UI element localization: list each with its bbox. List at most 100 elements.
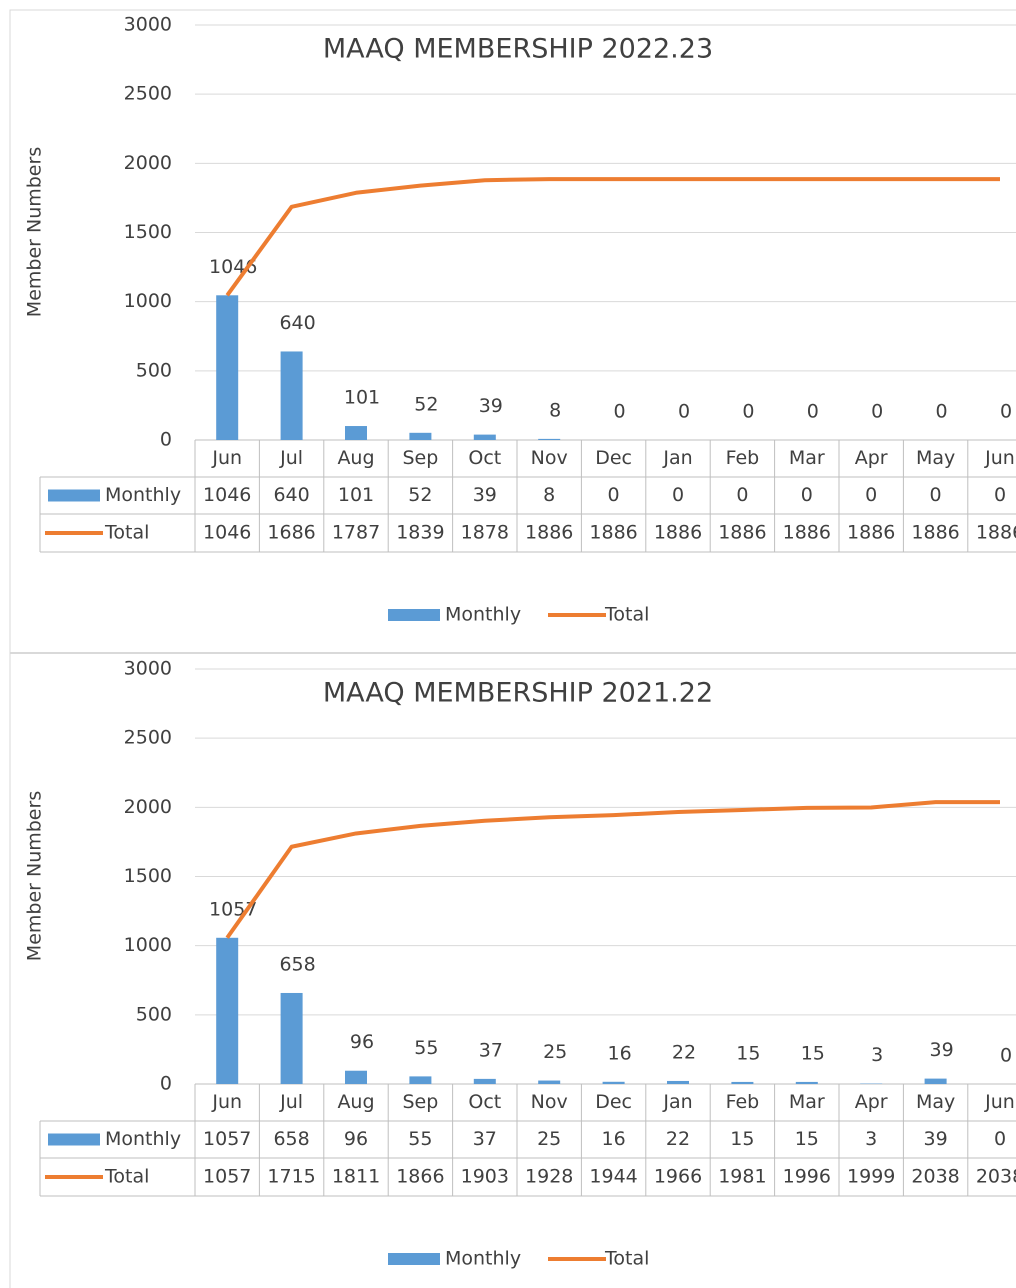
x-tick-label: Nov xyxy=(531,1091,568,1113)
x-tick-label: Sep xyxy=(402,447,438,469)
table-value: 1886 xyxy=(654,522,702,544)
table-series-name: Total xyxy=(104,522,149,544)
data-label: 96 xyxy=(350,1031,374,1053)
bar xyxy=(731,1081,754,1084)
y-tick-label: 500 xyxy=(136,1003,172,1025)
table-value: 1686 xyxy=(267,522,315,544)
y-tick-label: 3000 xyxy=(124,14,172,36)
table-series-name: Monthly xyxy=(105,1128,181,1150)
table-value: 0 xyxy=(865,484,877,506)
bar xyxy=(667,1080,689,1084)
bar xyxy=(280,351,303,440)
x-tick-label: Mar xyxy=(789,1091,825,1113)
table-value: 0 xyxy=(736,484,748,506)
table-value: 640 xyxy=(273,484,309,506)
table-value: 1886 xyxy=(589,522,637,544)
bar xyxy=(473,1078,496,1084)
table-value: 37 xyxy=(473,1128,497,1150)
table-value: 39 xyxy=(924,1128,948,1150)
x-tick-label: Jun xyxy=(211,1091,242,1113)
table-value: 1944 xyxy=(589,1166,637,1188)
table-value: 1886 xyxy=(976,522,1016,544)
table-value: 1999 xyxy=(847,1166,895,1188)
table-value: 0 xyxy=(994,1128,1006,1150)
table-value: 1057 xyxy=(203,1128,251,1150)
bar xyxy=(795,1081,818,1084)
data-label: 15 xyxy=(801,1042,825,1064)
x-tick-label: Dec xyxy=(595,447,632,469)
legend-label: Monthly xyxy=(445,1248,521,1270)
x-tick-label: May xyxy=(916,1091,955,1113)
table-value: 1981 xyxy=(718,1166,766,1188)
table-value: 55 xyxy=(408,1128,432,1150)
table-value: 1046 xyxy=(203,484,251,506)
data-label: 16 xyxy=(608,1042,632,1064)
y-tick-label: 1000 xyxy=(124,934,172,956)
chart-title: MAAQ MEMBERSHIP 2022.23 xyxy=(323,34,713,65)
table-value: 1928 xyxy=(525,1166,573,1188)
data-label: 0 xyxy=(1000,401,1012,423)
bar xyxy=(216,295,239,440)
data-label: 0 xyxy=(871,401,883,423)
x-tick-label: Apr xyxy=(855,447,888,469)
table-value: 1811 xyxy=(332,1166,380,1188)
table-value: 16 xyxy=(602,1128,626,1150)
line xyxy=(225,800,1000,939)
y-tick-label: 3000 xyxy=(124,658,172,680)
table-value: 96 xyxy=(344,1128,368,1150)
x-tick-label: Oct xyxy=(468,1091,501,1113)
x-tick-label: Oct xyxy=(468,447,501,469)
table-value: 0 xyxy=(672,484,684,506)
data-label: 25 xyxy=(543,1041,567,1063)
x-tick-label: Mar xyxy=(789,447,825,469)
bar xyxy=(280,992,303,1084)
table-value: 22 xyxy=(666,1128,690,1150)
data-label: 0 xyxy=(742,401,754,423)
table-value: 1878 xyxy=(461,522,509,544)
data-label: 0 xyxy=(807,401,819,423)
table-key xyxy=(48,1133,100,1146)
x-tick-label: Nov xyxy=(531,447,568,469)
bar xyxy=(538,1080,561,1084)
data-label: 55 xyxy=(414,1037,438,1059)
x-tick-label: Dec xyxy=(595,1091,632,1113)
bar xyxy=(409,1076,432,1084)
bar xyxy=(216,937,239,1084)
table-value: 1866 xyxy=(396,1166,444,1188)
data-label: 0 xyxy=(678,401,690,423)
table-series-name: Monthly xyxy=(105,484,181,506)
table-value: 0 xyxy=(801,484,813,506)
table-value: 0 xyxy=(994,484,1006,506)
table-value: 1715 xyxy=(267,1166,315,1188)
bar xyxy=(602,1081,625,1084)
table-value: 1839 xyxy=(396,522,444,544)
y-tick-label: 0 xyxy=(160,429,172,451)
y-axis-label: Member Numbers xyxy=(24,147,46,317)
x-tick-label: May xyxy=(916,447,955,469)
table-value: 1886 xyxy=(847,522,895,544)
table-value: 1886 xyxy=(525,522,573,544)
data-label: 39 xyxy=(930,1039,954,1061)
legend-key xyxy=(388,609,440,621)
x-tick-label: Apr xyxy=(855,1091,888,1113)
data-label: 39 xyxy=(479,395,503,417)
table-value: 101 xyxy=(338,484,374,506)
chart-title: MAAQ MEMBERSHIP 2021.22 xyxy=(323,678,713,709)
y-tick-label: 1000 xyxy=(124,290,172,312)
table-value: 658 xyxy=(273,1128,309,1150)
data-label: 1057 xyxy=(209,898,257,920)
table-value: 2038 xyxy=(976,1166,1016,1188)
table-value: 52 xyxy=(408,484,432,506)
table-value: 1046 xyxy=(203,522,251,544)
x-tick-label: Aug xyxy=(337,1091,374,1113)
data-label: 52 xyxy=(414,393,438,415)
data-label: 0 xyxy=(1000,1045,1012,1067)
y-tick-label: 1500 xyxy=(124,865,172,887)
table-value: 0 xyxy=(930,484,942,506)
data-label: 8 xyxy=(549,399,561,421)
table-value: 1886 xyxy=(783,522,831,544)
table-value: 1787 xyxy=(332,522,380,544)
data-label: 3 xyxy=(871,1044,883,1066)
x-tick-label: Sep xyxy=(402,1091,438,1113)
